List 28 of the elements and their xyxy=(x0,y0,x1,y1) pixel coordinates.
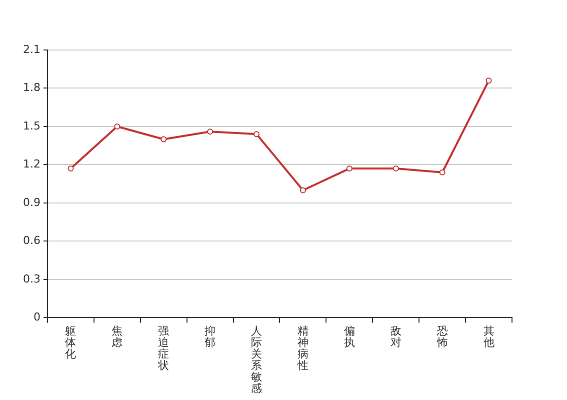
x-tick-label: 敌对 xyxy=(390,324,402,349)
x-tick-label: 人际关系敏感 xyxy=(251,324,262,396)
point xyxy=(254,131,260,138)
y-tick-label: 1.5 xyxy=(22,119,40,132)
point xyxy=(486,78,492,84)
y-tick-label: 0.6 xyxy=(22,234,40,248)
point xyxy=(300,187,306,194)
point xyxy=(160,136,167,142)
point xyxy=(346,166,352,172)
y-tick-label: 1.2 xyxy=(22,158,40,171)
y-tick-label: 0.9 xyxy=(22,196,40,209)
point xyxy=(439,169,446,176)
point xyxy=(114,123,120,130)
x-tick-label: 强迫症状 xyxy=(157,324,170,372)
y-tick-label: 0 xyxy=(33,310,40,324)
y-tick-label: 2.1 xyxy=(22,42,40,56)
x-tick-label: 恐怖 xyxy=(436,324,448,349)
y-tick-label: 0.3 xyxy=(22,272,40,286)
x-tick-label: 焦虑 xyxy=(112,324,123,349)
y-tick-label: 1.8 xyxy=(22,81,40,94)
x-tick-label: 精神病性 xyxy=(296,324,308,372)
point xyxy=(392,166,399,172)
x-tick-label: 其他 xyxy=(483,324,494,349)
point xyxy=(68,166,74,172)
x-tick-label: 抑郁 xyxy=(204,324,216,349)
point xyxy=(207,128,214,135)
x-tick-label: 偏执 xyxy=(344,324,355,349)
x-tick-label: 躯体化 xyxy=(65,324,76,360)
